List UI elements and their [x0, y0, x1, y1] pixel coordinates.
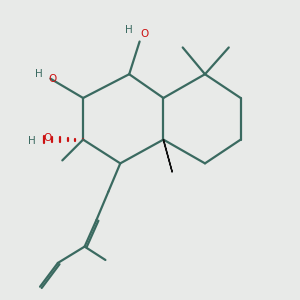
Text: H: H	[125, 25, 133, 35]
Text: O: O	[140, 28, 148, 38]
Text: O: O	[49, 74, 57, 84]
Text: H: H	[35, 69, 43, 79]
Polygon shape	[163, 140, 172, 172]
Text: O: O	[44, 133, 52, 143]
Text: H: H	[28, 136, 36, 146]
